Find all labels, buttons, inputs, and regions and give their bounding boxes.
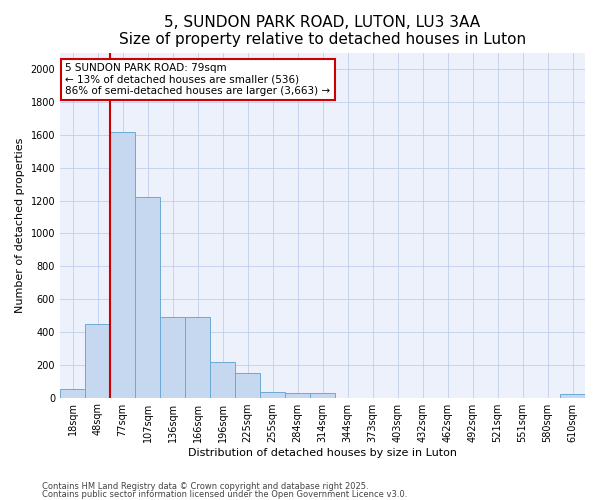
Bar — [135, 197, 160, 398]
Bar — [85, 324, 110, 398]
Bar — [235, 373, 260, 398]
Title: 5, SUNDON PARK ROAD, LUTON, LU3 3AA
Size of property relative to detached houses: 5, SUNDON PARK ROAD, LUTON, LU3 3AA Size… — [119, 15, 526, 48]
Bar — [310, 392, 335, 398]
Bar — [60, 390, 85, 398]
X-axis label: Distribution of detached houses by size in Luton: Distribution of detached houses by size … — [188, 448, 457, 458]
Bar — [285, 392, 310, 398]
Bar — [560, 394, 585, 398]
Bar — [260, 392, 285, 398]
Y-axis label: Number of detached properties: Number of detached properties — [15, 138, 25, 313]
Bar — [160, 317, 185, 398]
Text: 5 SUNDON PARK ROAD: 79sqm
← 13% of detached houses are smaller (536)
86% of semi: 5 SUNDON PARK ROAD: 79sqm ← 13% of detac… — [65, 63, 331, 96]
Bar — [185, 317, 210, 398]
Text: Contains HM Land Registry data © Crown copyright and database right 2025.: Contains HM Land Registry data © Crown c… — [42, 482, 368, 491]
Bar — [110, 132, 135, 398]
Text: Contains public sector information licensed under the Open Government Licence v3: Contains public sector information licen… — [42, 490, 407, 499]
Bar — [210, 362, 235, 398]
